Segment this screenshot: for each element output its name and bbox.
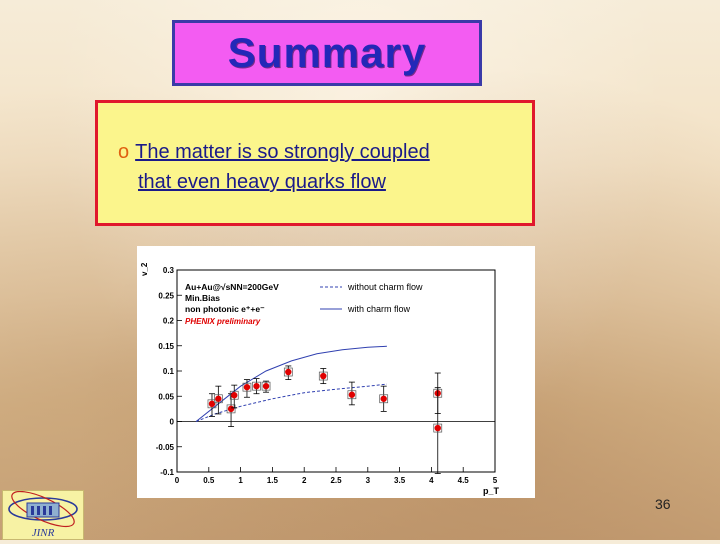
annotation-particle: non photonic e⁺+e⁻	[185, 304, 265, 314]
plot-frame	[176, 269, 496, 473]
y-tick-label: -0.05	[156, 443, 175, 452]
systematic-box	[213, 394, 223, 404]
x-tick-label: 1.5	[267, 476, 279, 485]
systematic-box	[242, 382, 252, 392]
x-tick-label: 1	[238, 476, 243, 485]
data-point	[253, 382, 260, 390]
y-tick-label: 0.3	[163, 266, 175, 275]
x-tick-label: 0.5	[203, 476, 215, 485]
y-tick-label: 0.1	[163, 367, 175, 376]
systematic-box	[252, 381, 261, 391]
curve-without-charm-flow	[195, 383, 387, 422]
x-tick-label: 3.5	[394, 476, 406, 485]
systematic-box	[229, 390, 239, 400]
jinr-logo-graphic: JINR	[8, 490, 78, 539]
curve-with-charm-flow	[195, 345, 387, 422]
x-axis-label: p_T	[483, 486, 500, 496]
data-point	[320, 372, 327, 380]
title-box: Summary	[172, 20, 482, 86]
systematic-box	[261, 381, 271, 391]
systematic-box	[379, 394, 389, 404]
y-tick-label: 0.25	[158, 291, 174, 300]
jinr-logo: JINR	[2, 490, 84, 540]
x-tick-label: 2	[302, 476, 307, 485]
y-tick-label: 0.2	[163, 317, 175, 326]
bullet-text-2: that even heavy quarks flow	[138, 171, 386, 193]
data-point	[208, 400, 216, 408]
bullet-line-1: o The matter is so strongly coupled	[118, 141, 430, 164]
bullet-circle-icon: o	[118, 141, 130, 163]
logo-text: JINR	[32, 527, 55, 539]
data-point	[243, 383, 251, 391]
x-tick-label: 2.5	[330, 476, 342, 485]
page-number: 36	[655, 496, 671, 512]
data-point	[285, 368, 292, 376]
systematic-box	[347, 390, 357, 400]
data-point	[262, 382, 270, 390]
data-point	[434, 424, 441, 432]
x-tick-label: 3	[366, 476, 371, 485]
systematic-box	[318, 371, 328, 381]
x-tick-label: 4	[429, 476, 434, 485]
v2-chart: 0 0.5 1 1.5 2 2.5 3 3.5 4 4.5 5 -0.1 -0.05 0 0.05 0.1 0.…	[140, 262, 500, 496]
slide-title: Summary	[227, 29, 427, 76]
systematic-box	[207, 399, 217, 409]
plot-panel: 0 0.5 1 1.5 2 2.5 3 3.5 4 4.5 5 -0.1 -0.05 0 0.05 0.1 0.…	[137, 246, 535, 498]
data-point	[348, 391, 356, 398]
data-point	[215, 395, 222, 402]
systematic-box	[226, 404, 236, 414]
y-tick-label: -0.1	[160, 468, 174, 477]
annotation-centrality: Min.Bias	[185, 293, 220, 303]
data-point	[231, 392, 238, 399]
y-tick-label: 0	[170, 418, 175, 427]
data-point	[380, 395, 387, 402]
data-point	[227, 405, 235, 413]
legend-label: with charm flow	[347, 304, 411, 314]
y-axis-label: v_2	[140, 262, 149, 276]
systematic-box	[283, 367, 293, 377]
bullet-text-1: The matter is so strongly coupled	[135, 141, 430, 163]
systematic-box	[433, 423, 443, 433]
y-tick-label: 0.05	[158, 392, 174, 401]
summary-box: o The matter is so strongly coupled that …	[95, 100, 535, 226]
legend-label: without charm flow	[347, 282, 423, 292]
x-tick-label: 4.5	[458, 476, 470, 485]
annotation-preliminary: PHENIX preliminary	[185, 317, 261, 326]
x-tick-label: 5	[493, 476, 498, 485]
annotation-system: Au+Au@√sNN=200GeV	[185, 282, 279, 292]
y-tick-label: 0.15	[158, 342, 174, 351]
x-tick-label: 0	[175, 476, 180, 485]
